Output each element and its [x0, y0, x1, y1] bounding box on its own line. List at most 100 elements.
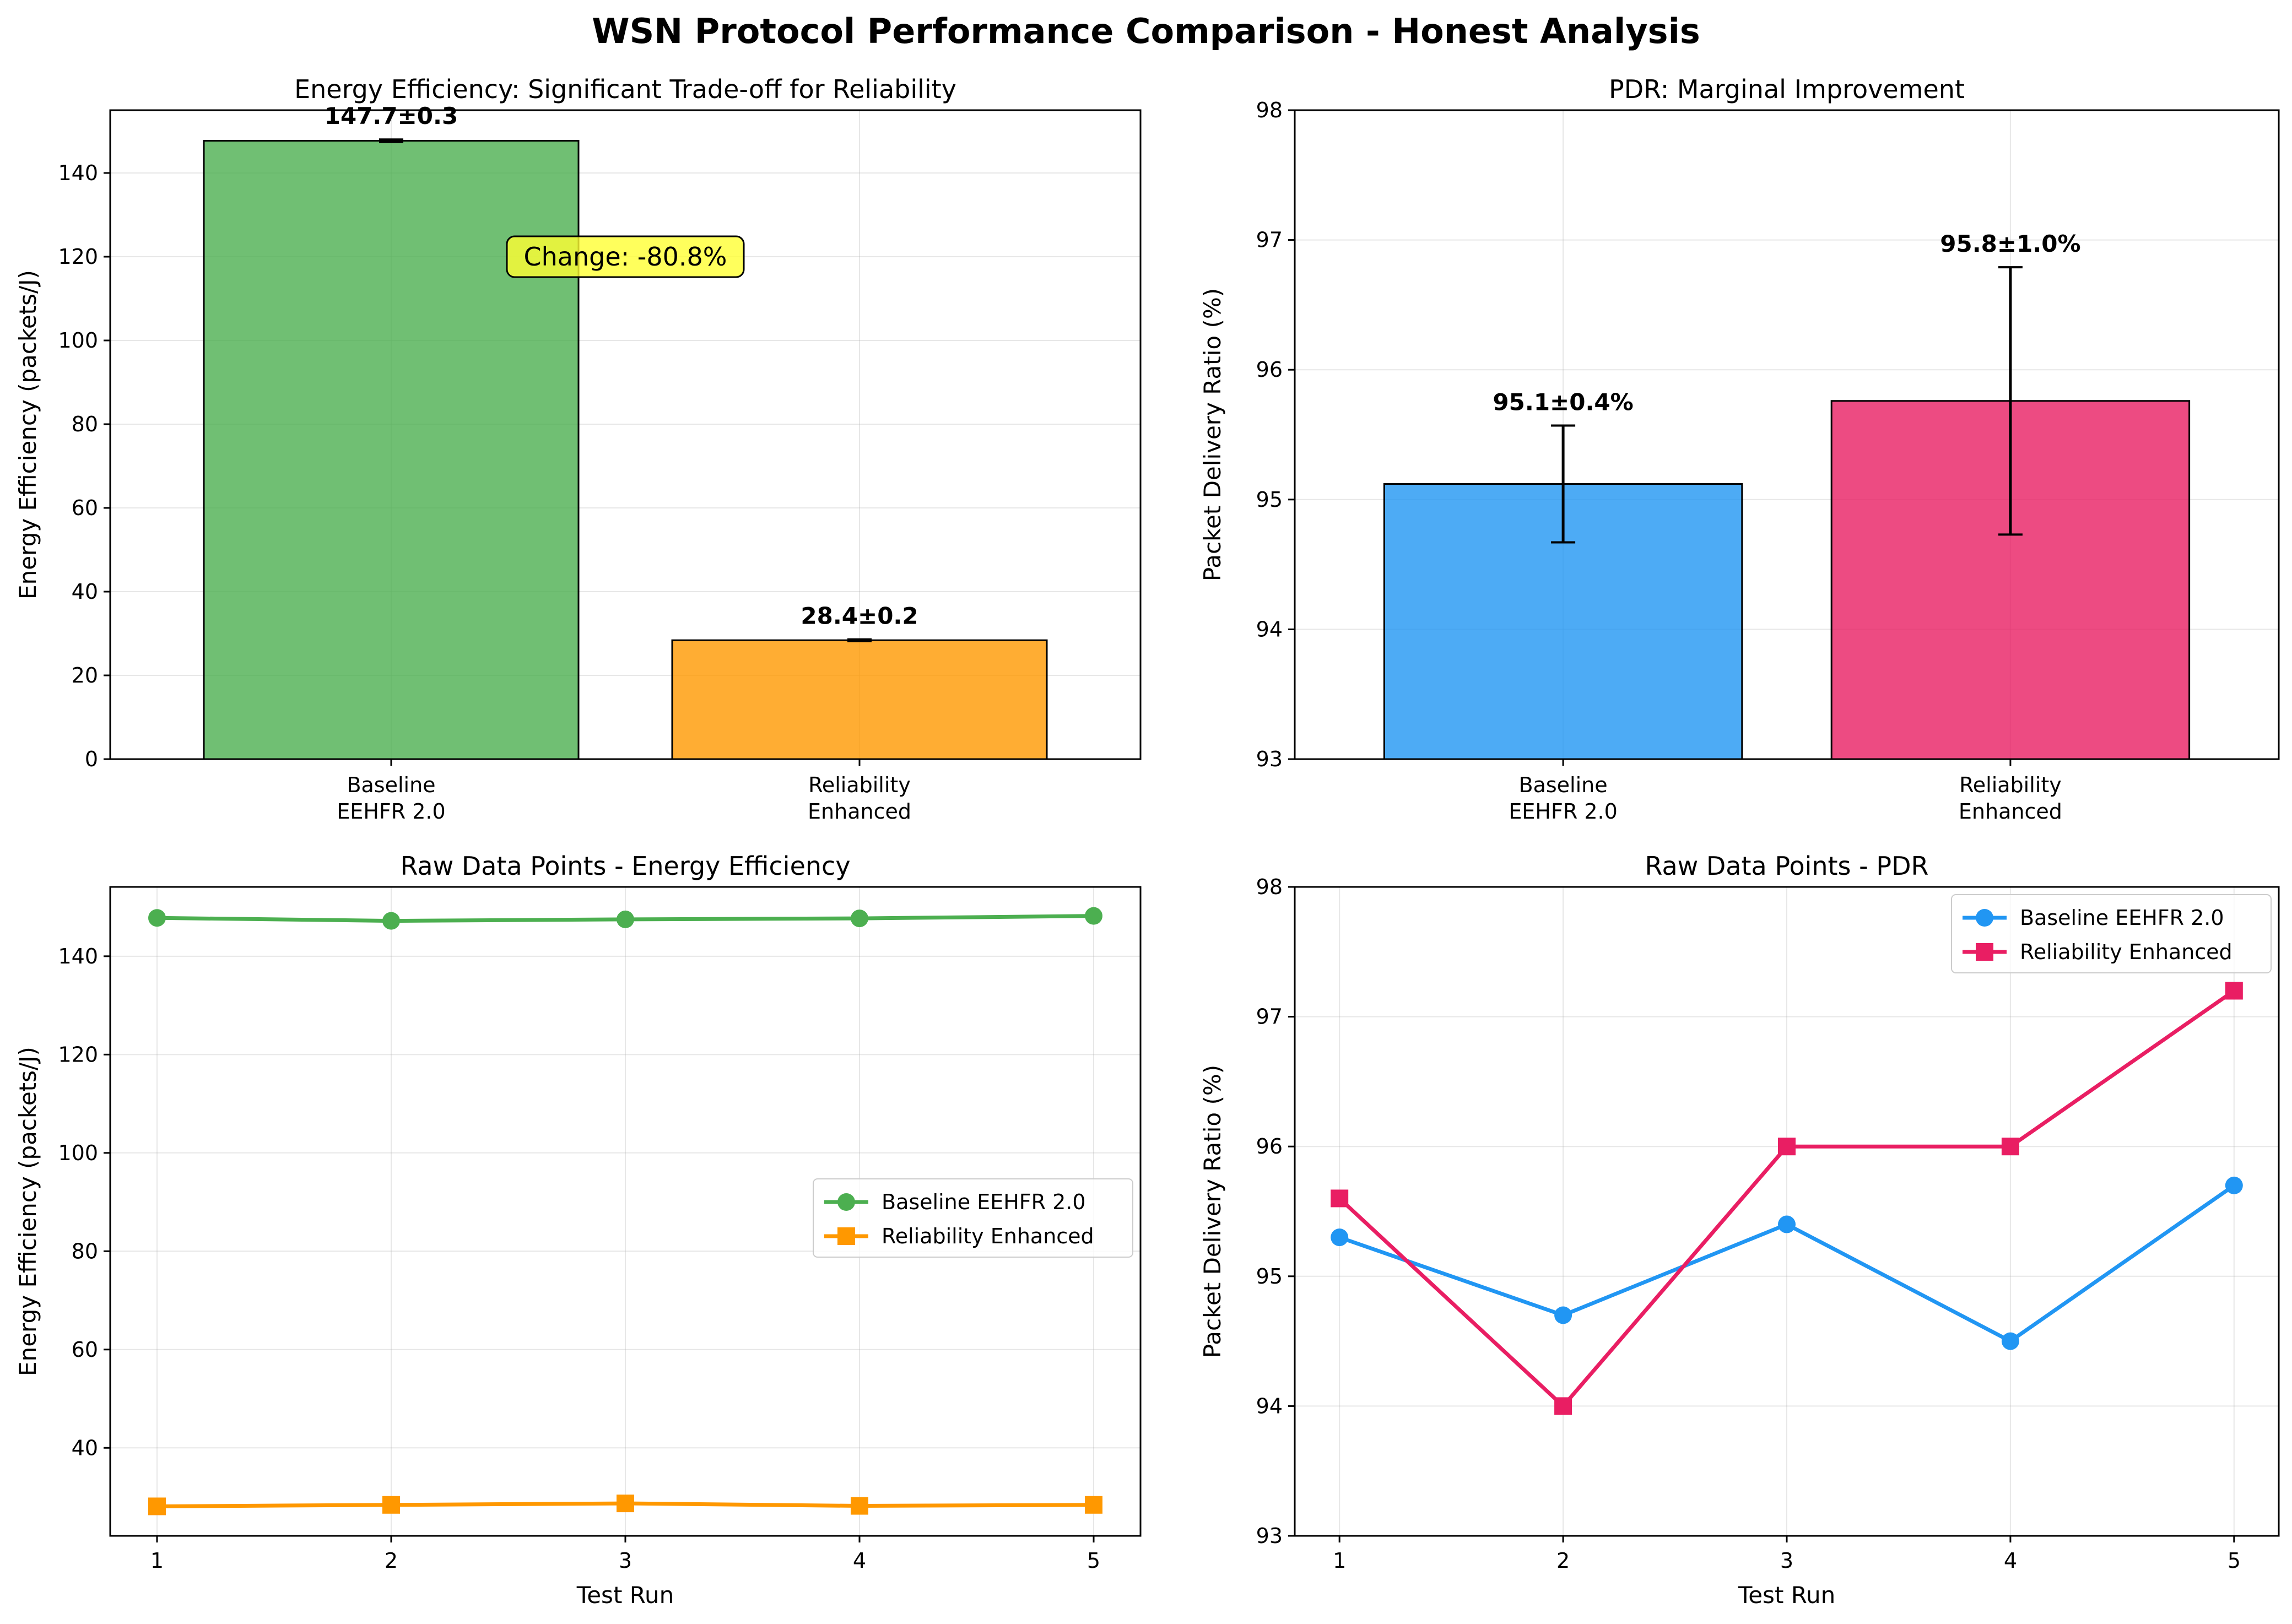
y-tick-label: 95 [1256, 1264, 1283, 1289]
panel-title: Energy Efficiency: Significant Trade-off… [294, 74, 956, 104]
y-tick-label: 95 [1256, 488, 1283, 512]
legend-frame [813, 1178, 1133, 1258]
x-tick-label-line: Baseline [1519, 773, 1608, 797]
x-tick-label-line: Reliability [1959, 773, 2062, 797]
figure-suptitle: WSN Protocol Performance Comparison - Ho… [592, 11, 1700, 51]
legend-marker [837, 1227, 855, 1245]
y-tick-label: 94 [1256, 617, 1283, 641]
y-axis-label: Packet Delivery Ratio (%) [1199, 1065, 1226, 1358]
data-point [2001, 1332, 2019, 1350]
data-point [382, 1496, 400, 1514]
axes-frame [109, 109, 1142, 760]
x-tick-label: 5 [2228, 1549, 2241, 1573]
bar [671, 639, 1048, 760]
y-tick-label: 0 [85, 747, 98, 771]
y-tick-label: 94 [1256, 1394, 1283, 1418]
chart-panels: 147.7±0.328.4±0.2020406080100120140Basel… [14, 74, 2280, 1609]
y-tick-label: 96 [1256, 358, 1283, 382]
data-point [1085, 1496, 1102, 1514]
x-tick-label: 4 [2004, 1549, 2017, 1573]
y-axis-label: Energy Efficiency (packets/J) [14, 1047, 41, 1376]
x-tick-label: 4 [853, 1549, 866, 1573]
panel-title: PDR: Marginal Improvement [1609, 74, 1965, 104]
annotation-text: Change: -80.8% [524, 242, 727, 272]
y-tick-label: 97 [1256, 1005, 1283, 1029]
y-tick-label: 98 [1256, 98, 1283, 122]
panel-title: Raw Data Points - PDR [1645, 851, 1929, 881]
x-tick-label-line: Baseline [347, 773, 435, 797]
data-point [1554, 1397, 1572, 1415]
data-point [1554, 1306, 1572, 1324]
data-point [2001, 1138, 2019, 1156]
x-tick-label: 1 [1333, 1549, 1346, 1573]
y-tick-label: 60 [72, 496, 98, 520]
x-tick-label-line: Enhanced [808, 799, 911, 824]
x-tick-label: 2 [385, 1549, 398, 1573]
data-label: 95.1±0.4% [1493, 389, 1633, 416]
y-tick-label: 140 [58, 944, 98, 968]
data-point [148, 1497, 166, 1515]
x-tick-label: Baseline EEHFR 2.0 [1509, 773, 1617, 824]
y-tick-label: 40 [72, 580, 98, 604]
y-tick-label: 93 [1256, 747, 1283, 771]
data-point [382, 912, 400, 930]
y-axis-label: Energy Efficiency (packets/J) [14, 270, 41, 599]
data-point [1085, 907, 1102, 925]
x-axis-label: Test Run [576, 1582, 674, 1609]
x-tick-label: 5 [1087, 1549, 1100, 1573]
data-point [2225, 982, 2243, 1000]
x-tick-label-line: EEHFR 2.0 [337, 799, 445, 824]
x-tick-label: 3 [619, 1549, 632, 1573]
data-label: 95.8±1.0% [1940, 230, 2080, 257]
y-tick-label: 93 [1256, 1524, 1283, 1548]
legend: Baseline EEHFR 2.0 Reliability Enhanced [1951, 894, 2272, 973]
x-tick-label-line: Reliability [808, 773, 911, 797]
y-tick-label: 100 [58, 1141, 98, 1165]
y-tick-label: 96 [1256, 1134, 1283, 1159]
y-tick-label: 120 [58, 1042, 98, 1067]
y-tick-label: 120 [58, 245, 98, 269]
x-tick-label: Baseline EEHFR 2.0 [337, 773, 445, 824]
y-tick-label: 140 [58, 161, 98, 185]
data-label: 147.7±0.3 [325, 102, 458, 129]
data-point [617, 910, 634, 928]
panel-energy-line: 40 60 80 100 120 140 1 2 3 4 5 Raw Data Points - En… [14, 851, 1142, 1609]
x-tick-label: 2 [1556, 1549, 1570, 1573]
bar [203, 139, 580, 760]
data-point [2225, 1176, 2243, 1194]
legend-entry: Baseline EEHFR 2.0 [2020, 906, 2224, 930]
data-point [851, 1497, 868, 1515]
panel-title: Raw Data Points - Energy Efficiency [400, 851, 850, 881]
y-tick-label: 80 [72, 412, 98, 436]
legend-marker [837, 1193, 855, 1211]
data-point [1778, 1138, 1796, 1156]
annotation-box [506, 235, 745, 278]
y-tick-label: 40 [72, 1436, 98, 1460]
axes-frame [1294, 109, 2280, 760]
data-point [148, 909, 166, 927]
legend-entry: Reliability Enhanced [2020, 940, 2232, 964]
x-tick-label-line: Enhanced [1959, 799, 2062, 824]
data-point [1331, 1228, 1349, 1247]
x-tick-label: Reliability Enhanced [808, 773, 911, 824]
data-label: 28.4±0.2 [801, 603, 918, 630]
x-tick-label: Reliability Enhanced [1959, 773, 2062, 824]
panel-pdr-bar: 95.1±0.4% 95.8±1.0% 93 94 95 96 97 98 Baseline EE… [1199, 74, 2280, 824]
legend-marker [1976, 943, 1993, 961]
x-tick-label: 1 [150, 1549, 164, 1573]
data-point [1331, 1189, 1349, 1208]
panel-energy-bar: 147.7±0.3 28.4±0.2 0 20 40 60 80 100 120 140 Basel… [14, 74, 1142, 824]
y-tick-label: 20 [72, 663, 98, 688]
y-axis-label: Packet Delivery Ratio (%) [1199, 288, 1226, 581]
y-tick-label: 60 [72, 1338, 98, 1362]
data-point [851, 910, 868, 928]
data-point [1778, 1215, 1796, 1233]
x-tick-label: 3 [1780, 1549, 1793, 1573]
y-tick-label: 98 [1256, 875, 1283, 899]
x-axis-label: Test Run [1738, 1582, 1836, 1609]
x-tick-label-line: EEHFR 2.0 [1509, 799, 1617, 824]
legend-marker [1976, 909, 1993, 927]
legend-frame [1951, 894, 2272, 973]
y-tick-label: 80 [72, 1239, 98, 1263]
